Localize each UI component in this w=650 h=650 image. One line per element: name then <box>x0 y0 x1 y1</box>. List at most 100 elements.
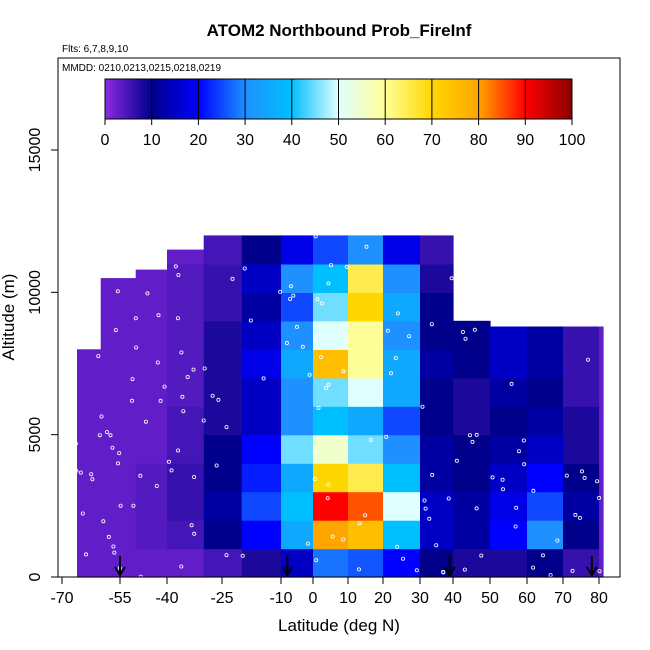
heatmap-cell <box>383 320 421 350</box>
heatmap-cell <box>420 263 454 293</box>
sample-point <box>224 425 229 430</box>
sample-point <box>610 566 615 571</box>
heatmap-cells <box>77 235 604 578</box>
heatmap-cell <box>599 491 604 521</box>
sample-point <box>423 506 428 511</box>
sample-point <box>111 544 116 549</box>
x-tick-label: -10 <box>269 590 292 607</box>
sample-point <box>490 475 495 480</box>
sample-point <box>610 491 615 496</box>
sample-point <box>143 419 148 424</box>
heatmap-cell <box>420 320 454 350</box>
sample-point <box>69 461 74 466</box>
heatmap-cell <box>383 520 421 550</box>
x-tick-label: 20 <box>374 590 392 607</box>
heatmap-cell <box>527 520 564 550</box>
heatmap-cell <box>527 326 564 350</box>
sample-point <box>185 374 190 379</box>
x-tick-label: 60 <box>518 590 536 607</box>
heatmap-cell <box>490 491 528 521</box>
sample-point <box>582 475 587 480</box>
sample-point <box>74 468 79 473</box>
heatmap-cell <box>281 349 314 379</box>
sample-point <box>577 515 582 520</box>
sample-point <box>313 450 318 455</box>
track-arrow-head <box>114 566 126 577</box>
sample-point <box>173 264 178 269</box>
heatmap-cell <box>167 249 205 265</box>
heatmap-cell <box>167 520 205 550</box>
sample-point <box>316 405 321 410</box>
heatmap-cell <box>383 491 421 521</box>
heatmap-cell <box>77 406 102 436</box>
sample-point <box>214 463 219 468</box>
heatmap-cell <box>241 235 282 265</box>
heatmap-cell <box>490 377 528 407</box>
heatmap-cell <box>203 406 243 436</box>
sample-point <box>441 570 446 575</box>
sample-point <box>134 345 139 350</box>
chart-title: ATOM2 Northbound Prob_FireInf <box>207 21 472 40</box>
sample-point <box>176 448 181 453</box>
sample-point <box>384 434 389 439</box>
heatmap-cell <box>313 320 349 350</box>
sample-point <box>248 318 253 323</box>
heatmap-cell <box>348 463 384 493</box>
heatmap-cell <box>383 349 421 379</box>
sample-point <box>356 567 361 572</box>
heatmap-cell <box>527 491 564 521</box>
heatmap-cell <box>281 434 314 464</box>
heatmap-cell <box>599 326 604 350</box>
sample-point <box>610 471 615 476</box>
colorbar-tick-label: 40 <box>283 132 301 149</box>
sample-point <box>154 483 159 488</box>
sample-point <box>224 553 229 558</box>
heatmap-cell <box>383 463 421 493</box>
sample-point <box>434 543 439 548</box>
sample-point <box>460 329 465 334</box>
heatmap-cell <box>453 491 491 521</box>
colorbar: 0 10 20 30 40 50 60 70 80 90 100 <box>101 78 585 149</box>
x-axis: -70 -55 -40 -25 -10 0 10 20 30 40 50 60 70 80 <box>50 576 616 607</box>
heatmap-cell <box>313 235 349 265</box>
heatmap-cell <box>527 377 564 407</box>
sample-point <box>610 536 615 541</box>
x-tick-label: 0 <box>309 590 318 607</box>
heatmap-cell <box>281 520 314 550</box>
heatmap-cell <box>241 406 282 436</box>
heatmap-cell <box>203 349 243 379</box>
heatmap-cell <box>203 235 243 265</box>
sample-point <box>329 263 334 268</box>
sample-point <box>130 377 135 382</box>
sample-point <box>278 289 283 294</box>
heatmap-cell <box>563 377 600 407</box>
sample-point <box>84 552 89 557</box>
heatmap-cell <box>527 548 564 578</box>
heatmap-cell <box>599 406 604 436</box>
sample-point <box>240 553 245 558</box>
sample-point <box>78 470 83 475</box>
heatmap-cell <box>167 349 205 379</box>
heatmap-cell <box>100 292 137 322</box>
colorbar-tick-label: 10 <box>143 132 161 149</box>
heatmap-cell <box>135 548 168 578</box>
heatmap-cell <box>77 520 102 550</box>
heatmap-cell <box>167 491 205 521</box>
heatmap-cell <box>420 434 454 464</box>
sample-point <box>291 293 296 298</box>
sample-point <box>288 296 293 301</box>
heatmap-cell <box>241 463 282 493</box>
heatmap-cell <box>313 548 349 578</box>
sample-point <box>470 439 475 444</box>
heatmap-cell <box>420 406 454 436</box>
sample-point <box>580 469 585 474</box>
heatmap-cell <box>563 326 600 350</box>
sample-point <box>454 458 459 463</box>
heatmap-cell <box>599 377 604 407</box>
sample-point <box>288 284 293 289</box>
heatmap-cell <box>563 520 600 550</box>
heatmap-cell <box>563 491 600 521</box>
y-tick-label: 10000 <box>27 270 44 315</box>
heatmap-cell <box>420 292 454 322</box>
